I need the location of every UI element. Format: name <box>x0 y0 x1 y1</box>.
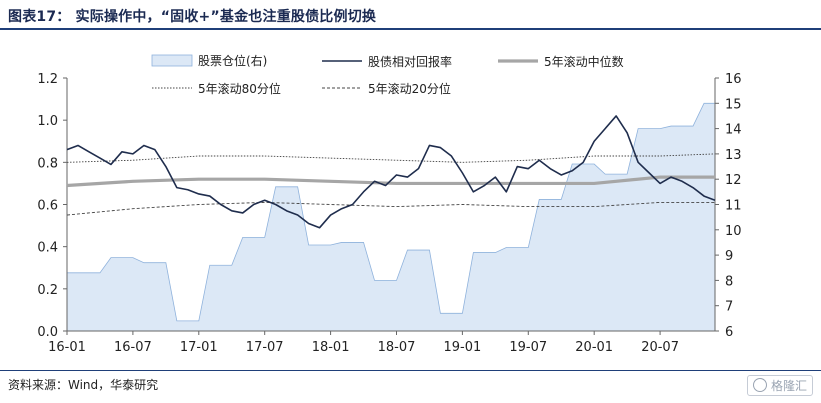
series-stock-position-area <box>66 102 716 332</box>
x-axis-tick-label: 16-07 <box>114 340 152 355</box>
legend-item-3-label: 5年滚动中位数 <box>544 54 624 69</box>
left-axis-tick-label: 0.0 <box>37 325 58 340</box>
legend-item-4-label: 5年滚动80分位 <box>198 81 281 96</box>
title-divider <box>0 28 821 30</box>
legend-item-1-swatch <box>151 54 193 67</box>
series-median-line <box>66 175 715 188</box>
right-axis-tick-label: 15 <box>725 97 742 112</box>
legend-item-1-label: 股票仓位(右) <box>198 53 267 68</box>
x-axis-tick-label: 17-07 <box>246 340 284 355</box>
right-axis-tick-label: 14 <box>725 123 742 138</box>
right-axis-tick-label: 12 <box>725 173 742 188</box>
series-20th-percentile-line <box>66 201 715 216</box>
x-axis-tick-label: 20-01 <box>575 340 613 355</box>
left-axis-tick-label: 1.0 <box>37 114 58 129</box>
left-axis-tick-label: 0.4 <box>37 241 58 256</box>
x-axis-tick-label: 18-01 <box>312 340 350 355</box>
legend-item-2-label: 股债相对回报率 <box>368 54 452 69</box>
x-axis-tick-label: 19-01 <box>443 340 481 355</box>
right-axis-tick-label: 6 <box>725 325 733 340</box>
chart-title: 图表17： 实际操作中，“固收+”基金也注重股债比例切换 <box>8 9 377 25</box>
chart-area: 0.0 0.2 0.4 0.6 0.8 1.0 1.2 6 7 8 9 10 11 12 13 14 15 16 1… <box>37 53 742 355</box>
right-axis-tick-label: 13 <box>725 148 742 163</box>
right-axis-tick-label: 10 <box>725 224 742 239</box>
right-axis-tick-label: 16 <box>725 72 742 87</box>
right-axis-tick-label: 9 <box>725 249 733 264</box>
right-axis-tick-label: 8 <box>725 274 733 289</box>
right-axis-tick-label: 7 <box>725 300 733 315</box>
series-relative-return-line <box>66 115 716 229</box>
x-axis-tick-label: 18-07 <box>378 340 416 355</box>
ring-logo-icon <box>752 378 767 392</box>
watermark: 格隆汇 <box>746 375 813 396</box>
x-axis-tick-label: 20-07 <box>641 340 679 355</box>
left-axis-tick-label: 0.2 <box>37 283 58 298</box>
source-note: 资料来源：Wind，华泰研究 <box>8 378 159 392</box>
right-axis-tick-label: 11 <box>725 199 742 214</box>
watermark-text: 格隆汇 <box>770 379 807 393</box>
footer-divider <box>0 370 821 371</box>
x-axis-tick-label: 19-07 <box>509 340 547 355</box>
left-axis-tick-label: 0.8 <box>37 156 58 171</box>
x-axis-tick-label: 16-01 <box>48 340 86 355</box>
legend-item-5-label: 5年滚动20分位 <box>368 81 451 96</box>
series-80th-percentile-line <box>66 153 716 163</box>
x-axis-tick-label: 17-01 <box>180 340 218 355</box>
left-axis-tick-label: 0.6 <box>37 199 58 214</box>
left-axis-tick-label: 1.2 <box>37 72 58 87</box>
